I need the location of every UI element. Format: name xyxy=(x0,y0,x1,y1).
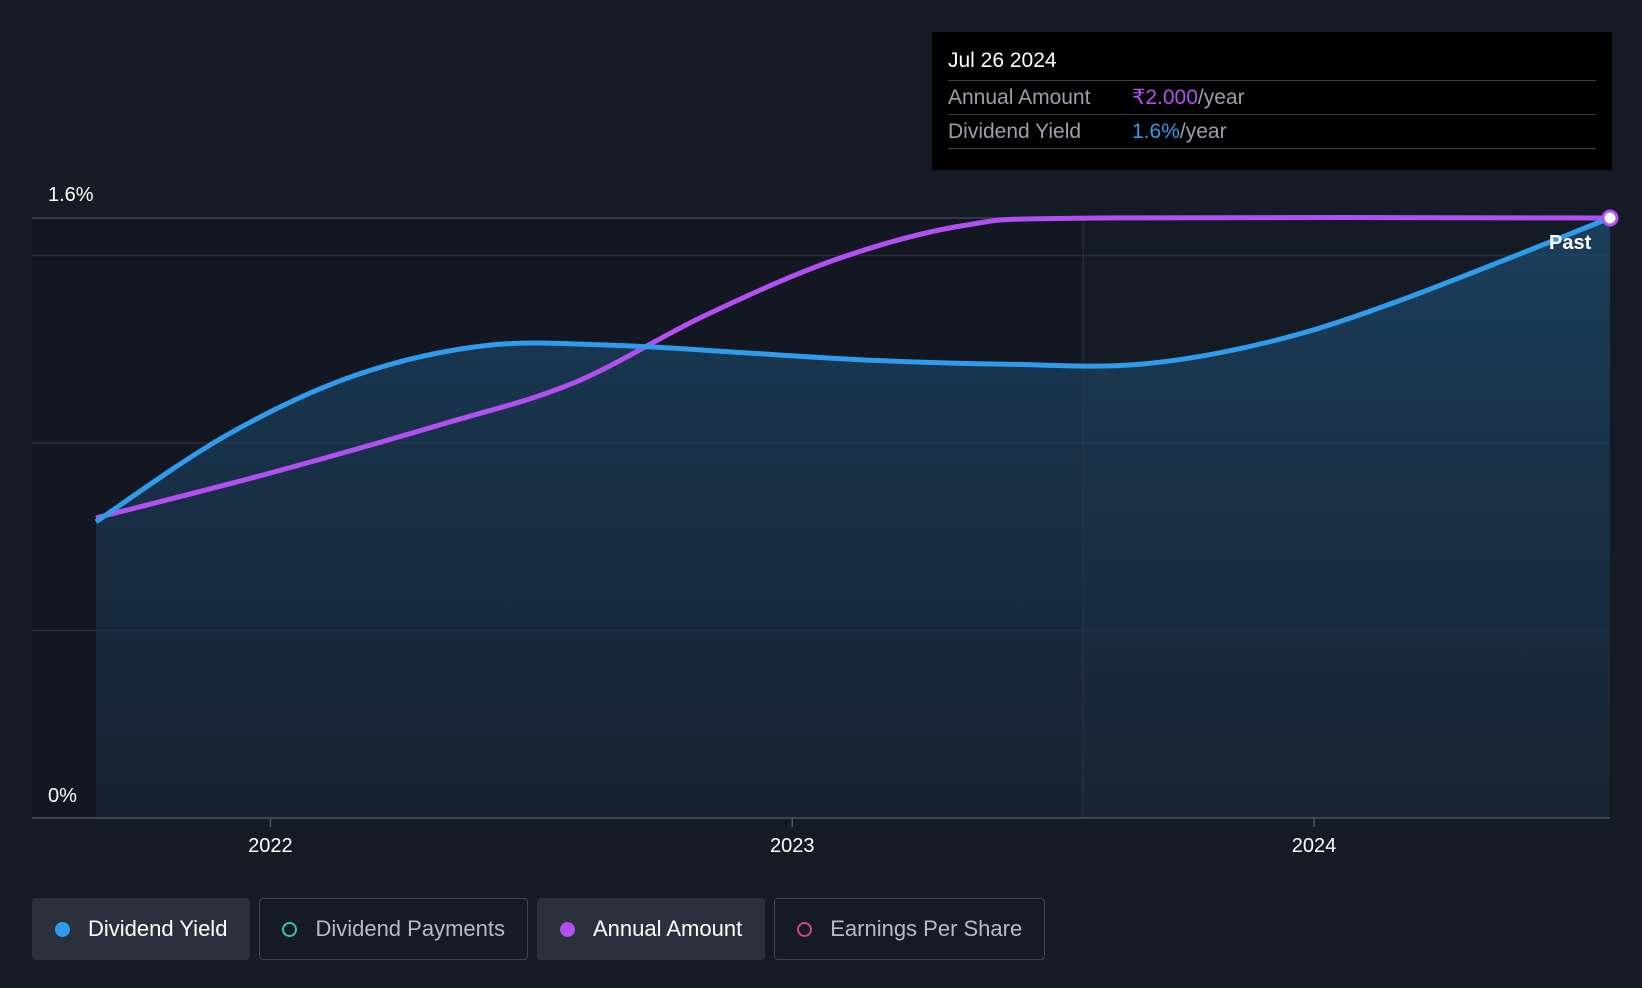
legend: Dividend Yield Dividend Payments Annual … xyxy=(32,898,1046,960)
tooltip-unit: /year xyxy=(1179,120,1227,143)
tooltip-unit: /year xyxy=(1197,86,1245,109)
tooltip-row-annual-amount: Annual Amount ₹2.000 /year xyxy=(948,81,1596,115)
dividend-chart: 2022 2023 2024 1.6% 0% Past xyxy=(32,184,1619,857)
earnings-per-share-dot-icon xyxy=(797,921,813,937)
y-tick-label-bottom: 0% xyxy=(48,785,77,807)
legend-dividend-yield-button[interactable]: Dividend Yield xyxy=(32,898,251,960)
hover-marker xyxy=(1601,209,1619,227)
annual-amount-dot-icon xyxy=(559,921,575,937)
legend-label: Earnings Per Share xyxy=(830,916,1023,941)
legend-dividend-payments-button[interactable]: Dividend Payments xyxy=(259,898,528,960)
x-axis-ticks: 2022 2023 2024 xyxy=(248,818,1336,857)
dividend-yield-area xyxy=(96,218,1610,818)
tooltip-label: Annual Amount xyxy=(948,86,1091,109)
tooltip-value: ₹2.000 xyxy=(1132,86,1198,109)
x-tick-label: 2022 xyxy=(248,835,293,857)
tooltip-label: Dividend Yield xyxy=(948,120,1082,143)
dividend-yield-dot-icon xyxy=(55,921,70,937)
dividend-yield-line xyxy=(94,215,1611,524)
tooltip: Jul 26 2024 Annual Amount ₹2.000 /year D… xyxy=(932,32,1612,170)
annual-amount-line xyxy=(95,214,1611,521)
legend-label: Dividend Yield xyxy=(88,916,228,941)
x-tick-label: 2023 xyxy=(770,835,815,857)
tooltip-date: Jul 26 2024 xyxy=(948,46,1596,81)
past-label: Past xyxy=(1549,232,1592,254)
dividend-payments-dot-icon xyxy=(282,921,298,937)
tooltip-row-dividend-yield: Dividend Yield 1.6% /year xyxy=(948,115,1596,149)
y-tick-label-top: 1.6% xyxy=(48,184,94,206)
legend-label: Dividend Payments xyxy=(315,916,505,941)
tooltip-value: 1.6% xyxy=(1132,120,1180,143)
legend-annual-amount-button[interactable]: Annual Amount xyxy=(536,898,766,960)
legend-earnings-per-share-button[interactable]: Earnings Per Share xyxy=(774,898,1046,960)
x-tick-label: 2024 xyxy=(1292,835,1337,857)
legend-label: Annual Amount xyxy=(592,916,743,941)
